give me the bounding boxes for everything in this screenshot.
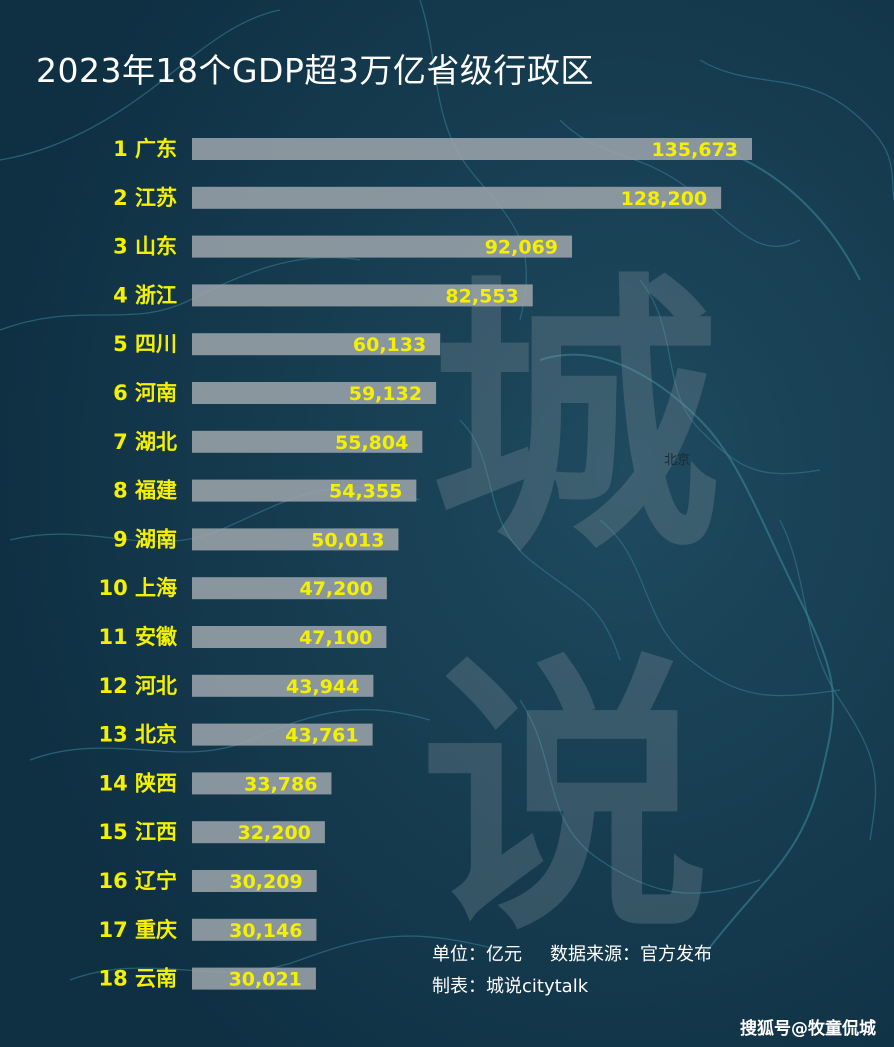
bar [192, 821, 325, 844]
chart-title: 2023年18个GDP超3万亿省级行政区 [36, 51, 594, 90]
value-label: 50,013 [311, 529, 384, 551]
category-label: 3 山东 [113, 235, 177, 259]
source-note: 数据来源：官方发布 [550, 944, 712, 965]
bar [192, 918, 317, 941]
value-label: 128,200 [621, 188, 708, 210]
category-label: 14 陕西 [98, 771, 177, 795]
unit-note: 单位：亿元 [432, 944, 522, 965]
category-label: 7 湖北 [113, 430, 177, 454]
category-label: 16 辽宁 [98, 869, 177, 893]
footnote-line-2: 制表：城说citytalk [432, 972, 588, 998]
bar [192, 333, 441, 356]
value-label: 30,021 [229, 969, 302, 991]
bar [192, 723, 373, 746]
bar [192, 674, 374, 697]
category-label: 8 福建 [113, 479, 177, 503]
value-label: 30,146 [229, 920, 302, 942]
value-label: 33,786 [244, 773, 317, 795]
value-label: 43,944 [286, 676, 359, 698]
category-label: 9 湖南 [113, 527, 177, 551]
watermark-char-2: 说 [420, 629, 710, 969]
bar [192, 870, 317, 892]
category-label: 5 四川 [113, 332, 177, 356]
bar [192, 382, 437, 404]
bar [192, 626, 387, 648]
bar [192, 138, 752, 160]
category-label: 4 浙江 [113, 283, 177, 307]
bar [192, 967, 316, 990]
bar [192, 430, 423, 453]
category-label: 2 江苏 [113, 186, 177, 210]
category-label: 15 江西 [98, 820, 177, 844]
category-label: 13 北京 [98, 723, 177, 747]
bar [192, 528, 399, 551]
category-label: 6 河南 [113, 381, 177, 405]
bar [192, 235, 573, 258]
category-label: 12 河北 [98, 674, 177, 698]
source-credit: 搜狐号@牧童侃城 [740, 1019, 876, 1039]
value-label: 92,069 [485, 237, 558, 259]
category-label: 18 云南 [98, 967, 177, 991]
bar [192, 284, 533, 307]
value-label: 59,132 [349, 383, 422, 405]
bar [192, 772, 332, 795]
value-label: 43,761 [285, 725, 358, 747]
category-label: 1 广东 [113, 137, 177, 161]
value-label: 47,200 [299, 578, 372, 600]
footnote-line-1: 单位：亿元 数据来源：官方发布 [432, 940, 712, 966]
bar [192, 577, 387, 600]
category-label: 11 安徽 [98, 625, 178, 649]
value-label: 82,553 [445, 285, 518, 307]
value-label: 30,209 [229, 871, 302, 893]
bar [192, 186, 722, 209]
category-label: 17 重庆 [98, 918, 177, 942]
value-label: 32,200 [238, 822, 311, 844]
bar [192, 479, 417, 502]
map-city-label: 北京 [664, 453, 691, 468]
value-label: 54,355 [329, 481, 402, 503]
value-label: 47,100 [299, 627, 372, 649]
value-label: 55,804 [335, 432, 408, 454]
maker-note: 制表：城说citytalk [432, 976, 589, 997]
value-label: 135,673 [651, 139, 738, 161]
value-label: 60,133 [353, 334, 426, 356]
category-label: 10 上海 [98, 576, 177, 600]
